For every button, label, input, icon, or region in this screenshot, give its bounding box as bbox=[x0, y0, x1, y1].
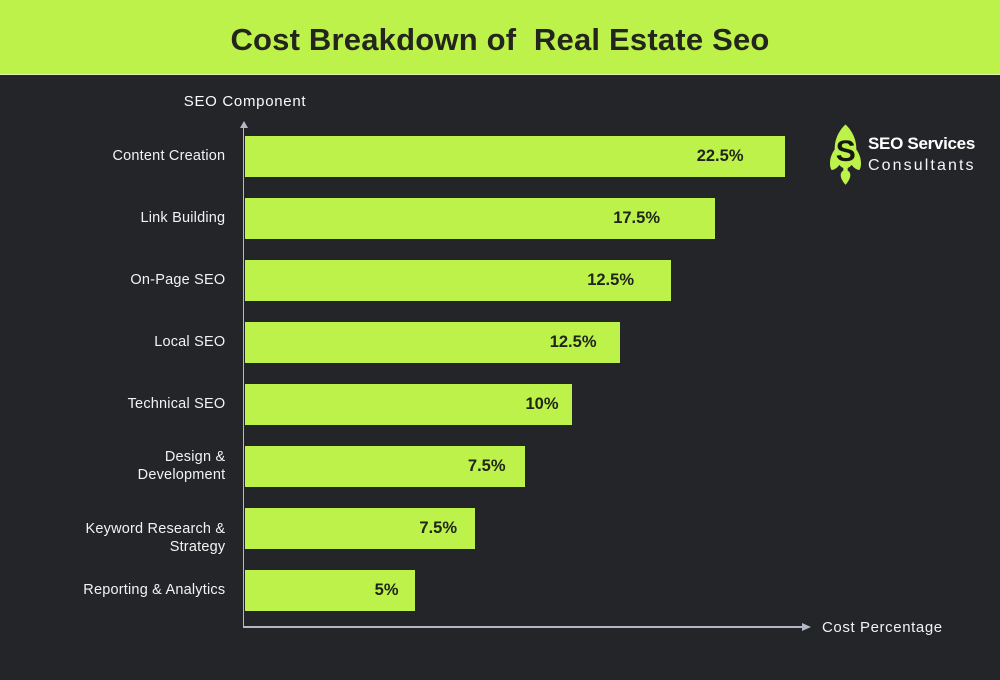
svg-text:S: S bbox=[836, 135, 856, 168]
